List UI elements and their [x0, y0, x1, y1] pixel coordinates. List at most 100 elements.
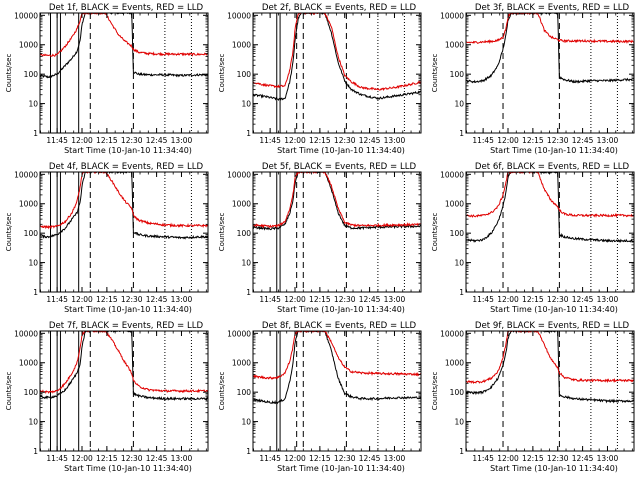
panel-title: Det 7f, BLACK = Events, RED = LLD [49, 321, 204, 331]
series-line-events [253, 172, 421, 231]
x-tick-label: 12:15 [96, 454, 118, 463]
x-tick-label: 13:00 [597, 295, 619, 304]
plot-frame [39, 12, 209, 134]
x-tick-label: 12:00 [71, 295, 93, 304]
series-line-events [40, 172, 208, 240]
plot-area [40, 172, 208, 292]
y-tick-label: 100 [450, 70, 465, 79]
x-tick-label: 13:00 [384, 454, 406, 463]
detector-panel-7: Det 7f, BLACK = Events, RED = LLD Counts/… [5, 321, 209, 473]
x-tick-label: 13:00 [597, 136, 619, 145]
x-tick-label: 12:45 [359, 454, 381, 463]
x-tick-label: 12:45 [146, 454, 168, 463]
x-tick-label: 12:30 [121, 136, 143, 145]
y-tick-label: 10000 [14, 11, 38, 20]
x-tick-label: 11:45 [472, 136, 494, 145]
series-line-lld [253, 331, 421, 380]
x-tick-label: 12:30 [121, 454, 143, 463]
x-tick-label: 11:45 [46, 295, 68, 304]
x-tick-label: 12:00 [497, 295, 519, 304]
y-tick-label: 10000 [227, 329, 251, 338]
x-tick-label: 11:45 [46, 136, 68, 145]
plot-frame [252, 171, 422, 293]
x-tick-label: 12:15 [96, 136, 118, 145]
y-tick-label: 10 [454, 259, 464, 268]
y-axis-label: Counts/sec [5, 372, 13, 411]
y-tick-label: 100 [24, 229, 39, 238]
plot-frame [465, 330, 635, 452]
series-line-lld [253, 13, 421, 92]
x-tick-label: 12:30 [121, 295, 143, 304]
x-axis-label: Start Time (10-Jan-10 11:34:40) [277, 305, 405, 314]
x-axis-label: Start Time (10-Jan-10 11:34:40) [490, 464, 618, 473]
x-tick-label: 12:45 [572, 454, 594, 463]
plot-frame [252, 330, 422, 452]
plot-area [466, 13, 634, 133]
x-tick-label: 12:00 [284, 295, 306, 304]
plot-area [40, 13, 208, 133]
y-tick-label: 10 [241, 100, 251, 109]
x-tick-label: 12:45 [572, 136, 594, 145]
y-tick-label: 10 [28, 259, 38, 268]
y-tick-label: 1000 [19, 359, 38, 368]
series-line-lld [253, 172, 421, 229]
x-tick-label: 13:00 [384, 136, 406, 145]
x-tick-label: 13:00 [171, 295, 193, 304]
x-tick-label: 12:30 [334, 136, 356, 145]
y-tick-label: 10 [241, 418, 251, 427]
y-tick-label: 1000 [445, 200, 464, 209]
x-axis-label: Start Time (10-Jan-10 11:34:40) [64, 146, 192, 155]
y-tick-label: 10000 [440, 11, 464, 20]
y-tick-label: 100 [237, 388, 252, 397]
plot-area [253, 331, 421, 451]
y-tick-label: 1000 [232, 200, 251, 209]
series-line-lld [40, 13, 208, 57]
x-tick-label: 12:00 [497, 136, 519, 145]
series-line-events [466, 331, 634, 404]
x-tick-label: 12:00 [71, 136, 93, 145]
y-tick-label: 100 [450, 388, 465, 397]
series-line-lld [40, 331, 208, 394]
x-tick-label: 13:00 [171, 454, 193, 463]
y-axis-label: Counts/sec [218, 213, 226, 252]
y-tick-label: 1000 [445, 359, 464, 368]
x-tick-label: 11:45 [259, 136, 281, 145]
panel-title: Det 4f, BLACK = Events, RED = LLD [49, 162, 204, 172]
y-tick-label: 10000 [227, 170, 251, 179]
x-tick-label: 12:30 [334, 295, 356, 304]
plot-frame [39, 171, 209, 293]
plot-frame [252, 12, 422, 134]
plot-area [253, 13, 421, 133]
x-tick-label: 12:00 [497, 454, 519, 463]
series-line-lld [466, 331, 634, 385]
plot-area [253, 172, 421, 292]
x-axis-label: Start Time (10-Jan-10 11:34:40) [64, 464, 192, 473]
x-tick-label: 12:30 [547, 454, 569, 463]
plot-frame [465, 12, 635, 134]
y-tick-label: 1 [246, 288, 251, 297]
plot-area [40, 331, 208, 451]
x-tick-label: 12:45 [359, 136, 381, 145]
plot-area [466, 331, 634, 451]
series-line-lld [466, 172, 634, 219]
y-tick-label: 1 [246, 129, 251, 138]
x-tick-label: 11:45 [259, 454, 281, 463]
y-tick-label: 1 [246, 447, 251, 456]
detector-panel-6: Det 6f, BLACK = Events, RED = LLD Counts/… [431, 162, 635, 314]
x-tick-label: 12:45 [146, 295, 168, 304]
x-tick-label: 12:30 [547, 136, 569, 145]
x-tick-label: 12:00 [284, 136, 306, 145]
x-tick-label: 12:45 [359, 295, 381, 304]
x-axis-label: Start Time (10-Jan-10 11:34:40) [490, 146, 618, 155]
series-line-events [40, 13, 208, 79]
x-tick-label: 13:00 [384, 295, 406, 304]
y-axis-label: Counts/sec [431, 54, 439, 93]
y-tick-label: 10 [454, 100, 464, 109]
y-axis-label: Counts/sec [5, 54, 13, 93]
plot-area [466, 172, 634, 292]
detector-panel-4: Det 4f, BLACK = Events, RED = LLD Counts/… [5, 162, 209, 314]
x-tick-label: 11:45 [46, 454, 68, 463]
x-tick-label: 13:00 [597, 454, 619, 463]
y-tick-label: 1 [459, 288, 464, 297]
